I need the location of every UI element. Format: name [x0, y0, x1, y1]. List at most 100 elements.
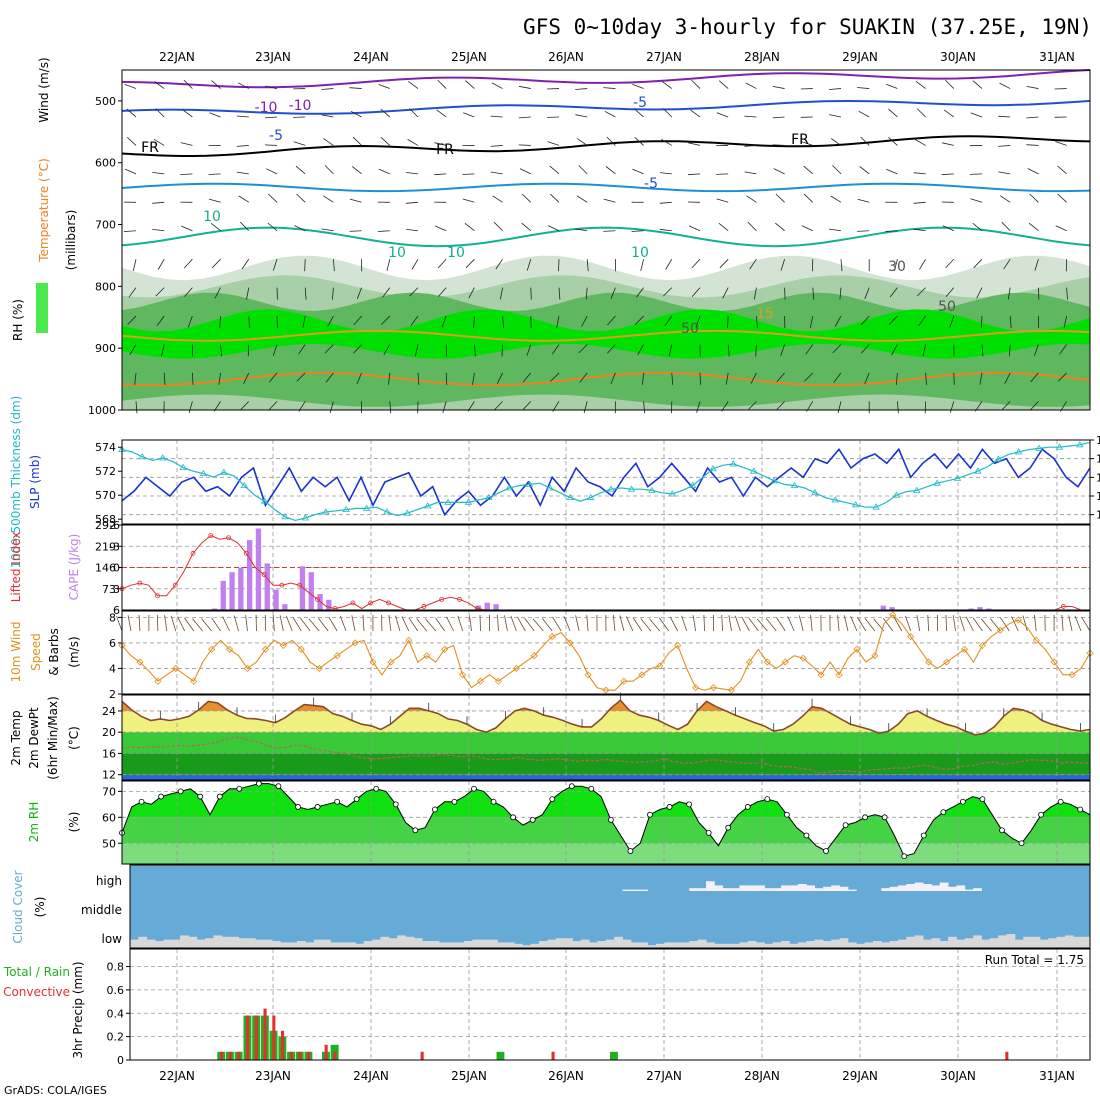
wind-barb	[787, 616, 795, 632]
tick-label: 0.8	[107, 961, 125, 974]
wind-barb	[949, 315, 955, 328]
low-cloud-bar	[672, 942, 682, 948]
low-cloud-bar	[330, 942, 340, 948]
wind-barb	[864, 287, 870, 299]
low-cloud-bar	[188, 936, 198, 948]
temp-frame	[121, 694, 1091, 781]
wind-barb	[441, 315, 447, 328]
contour-label: -5	[633, 95, 647, 111]
wind-barb	[718, 222, 729, 232]
cape-frame	[121, 524, 1091, 611]
rh-point	[353, 796, 360, 803]
wind-speed-point	[261, 645, 269, 653]
contour-label: 15	[756, 306, 774, 322]
rh-point	[686, 801, 693, 808]
credit-text: GrADS: COLA/IGES	[4, 1084, 107, 1097]
wind-barb	[979, 372, 983, 385]
wind-speed-point	[620, 677, 628, 685]
wind-speed-point	[799, 654, 807, 662]
wind-barb	[152, 229, 165, 232]
contour-label: FR	[791, 132, 809, 148]
wind-barb	[152, 172, 165, 175]
low-cloud-bar	[647, 945, 657, 948]
low-cloud-bar	[221, 936, 231, 948]
date-label: 26JAN	[548, 50, 584, 64]
rh-point	[842, 822, 849, 828]
thickness-point	[770, 477, 778, 484]
wind-barb	[804, 372, 814, 382]
run-total-label: Run Total = 1.75	[985, 953, 1084, 967]
wind-barb	[972, 222, 983, 232]
cloud-level-label: low	[102, 932, 123, 946]
y-axis-label: 2m RH	[27, 802, 41, 843]
wind-barb	[211, 617, 221, 632]
tick-label: 1000	[88, 404, 116, 417]
low-cloud-bar	[447, 942, 456, 948]
wind-barb	[776, 372, 785, 383]
wind-barb	[126, 108, 137, 118]
wind-barb	[840, 259, 843, 272]
wind-speed-point	[584, 671, 592, 679]
wind-barb	[236, 115, 249, 118]
y-axis-label-right: SLP (mb)	[28, 455, 42, 509]
wind-barb	[1026, 144, 1039, 146]
temp-band	[122, 753, 1090, 775]
low-cloud-bar	[572, 941, 582, 948]
low-cloud-bar	[497, 942, 507, 948]
wind-barb	[522, 372, 532, 383]
wind-barb	[383, 344, 391, 356]
wind-speed-point	[709, 684, 718, 692]
thickness-point	[688, 481, 697, 489]
wind-barb	[416, 618, 428, 632]
low-cloud-bar	[622, 939, 632, 948]
y-axis-label-2: Speed	[29, 633, 43, 671]
low-cloud-bar	[530, 943, 540, 948]
wind-barb	[500, 287, 503, 300]
wind-barb	[981, 344, 984, 357]
y-axis-label-2: (%)	[67, 812, 81, 833]
wind-speed-point	[1014, 616, 1022, 624]
wind-barb	[293, 141, 306, 146]
isotherm-line	[121, 69, 1091, 89]
wind-barb	[209, 112, 221, 118]
rh-legend-swatch	[36, 283, 48, 333]
low-cloud-bar	[146, 939, 156, 948]
wind-barb	[952, 615, 956, 632]
wind-barb	[233, 615, 239, 632]
wind-barb	[550, 372, 560, 382]
rh-point	[803, 832, 810, 839]
low-cloud-bar	[338, 942, 348, 948]
wind-barb	[127, 315, 137, 325]
wind-barb	[352, 136, 362, 146]
thickness-point	[648, 486, 656, 493]
date-label: 29JAN	[842, 1069, 878, 1083]
wind-speed-point	[369, 658, 377, 666]
wind-barb	[218, 372, 221, 385]
wind-barb	[915, 139, 926, 146]
thickness-point	[220, 468, 228, 475]
low-cloud-bar	[589, 942, 598, 948]
thickness-point	[179, 463, 187, 471]
date-axis-top: 22JAN 23JAN 24JAN 25JAN 26JAN 27JAN 28JAN 29JAN…	[159, 50, 1075, 64]
precip-frame	[129, 948, 1091, 1061]
rh-point	[666, 804, 673, 810]
tick-label: 20	[102, 726, 116, 739]
low-cloud-bar	[964, 938, 974, 948]
wind-barb	[214, 287, 221, 299]
wind-barb	[744, 115, 757, 118]
rh-point	[607, 817, 614, 823]
precip-convective-bar	[219, 1051, 223, 1060]
wind-barb	[722, 287, 729, 299]
cape-bar	[264, 563, 270, 610]
rh-point	[920, 832, 927, 839]
low-cloud-bar	[355, 943, 365, 948]
date-label: 25JAN	[451, 1069, 487, 1083]
thickness-point	[811, 489, 819, 496]
precip-convective-bar	[333, 1051, 337, 1060]
low-cloud-bar	[781, 941, 790, 948]
wind-barb	[636, 287, 644, 298]
thickness-point	[994, 455, 1003, 462]
contour-label: -5	[269, 128, 283, 144]
li-tick-label: 6	[113, 604, 120, 617]
low-cloud-bar	[797, 942, 807, 948]
